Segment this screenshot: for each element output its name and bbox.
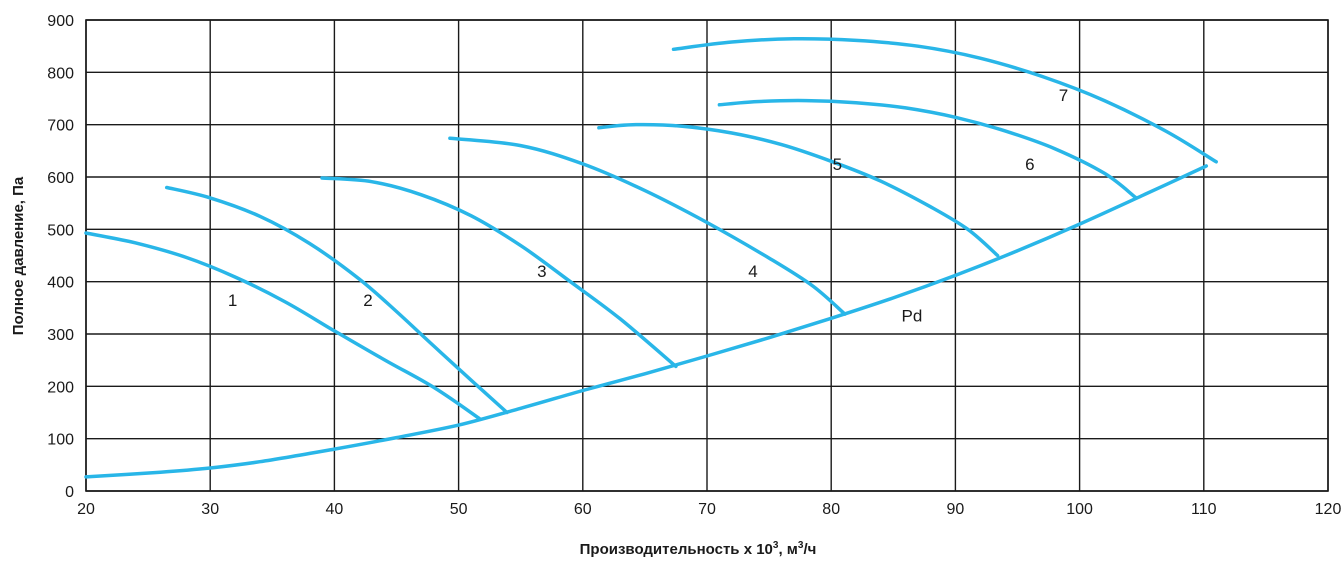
y-tick-label: 800 <box>47 65 74 82</box>
x-tick-label: 50 <box>450 501 468 518</box>
curve-label-2: 2 <box>363 291 372 310</box>
x-tick-label: 40 <box>326 501 344 518</box>
y-tick-label: 0 <box>65 484 74 501</box>
curve-1 <box>84 231 482 421</box>
y-tick-label: 300 <box>47 327 74 344</box>
curve-label-3: 3 <box>537 262 546 281</box>
curve-3 <box>320 176 678 369</box>
x-tick-label: 90 <box>947 501 965 518</box>
x-tick-label: 100 <box>1066 501 1093 518</box>
y-tick-label: 600 <box>47 170 74 187</box>
curve-label-6: 6 <box>1025 155 1034 174</box>
plot-frame <box>85 19 1329 492</box>
y-tick-label: 400 <box>47 275 74 292</box>
x-tick-label: 120 <box>1315 501 1342 518</box>
curve-2 <box>164 185 509 415</box>
curve-5 <box>597 122 1000 258</box>
curve-label-pd: Pd <box>902 307 923 326</box>
curve-label-7: 7 <box>1059 86 1068 105</box>
grid <box>85 19 1329 492</box>
x-tick-label: 60 <box>574 501 592 518</box>
y-tick-label: 100 <box>47 432 74 449</box>
curve-label-1: 1 <box>228 291 237 310</box>
x-tick-label: 20 <box>77 501 95 518</box>
curve-pd <box>84 164 1209 479</box>
curve-label-4: 4 <box>748 262 757 281</box>
x-tick-label: 30 <box>201 501 219 518</box>
y-tick-label: 900 <box>47 13 74 30</box>
curve-labels: 1 2 3 4 5 6 7 Pd <box>228 86 1068 326</box>
x-tick-label: 80 <box>822 501 840 518</box>
tick-labels: 20 30 40 50 60 70 80 90 100 110 120 0 100 200 300 400 50… <box>47 13 1341 518</box>
y-tick-label: 700 <box>47 118 74 135</box>
curve-7 <box>671 37 1218 164</box>
x-tick-label: 70 <box>698 501 716 518</box>
curve-4 <box>448 136 847 316</box>
curve-label-5: 5 <box>833 155 842 174</box>
curves <box>84 37 1218 479</box>
x-axis-title: Производительность x 103, м3/ч <box>580 540 817 558</box>
x-tick-label: 110 <box>1191 501 1217 518</box>
y-tick-label: 200 <box>47 379 74 396</box>
curve-6 <box>717 98 1138 200</box>
y-tick-label: 500 <box>47 222 74 239</box>
y-axis-title: Полное давление, Па <box>10 176 27 335</box>
